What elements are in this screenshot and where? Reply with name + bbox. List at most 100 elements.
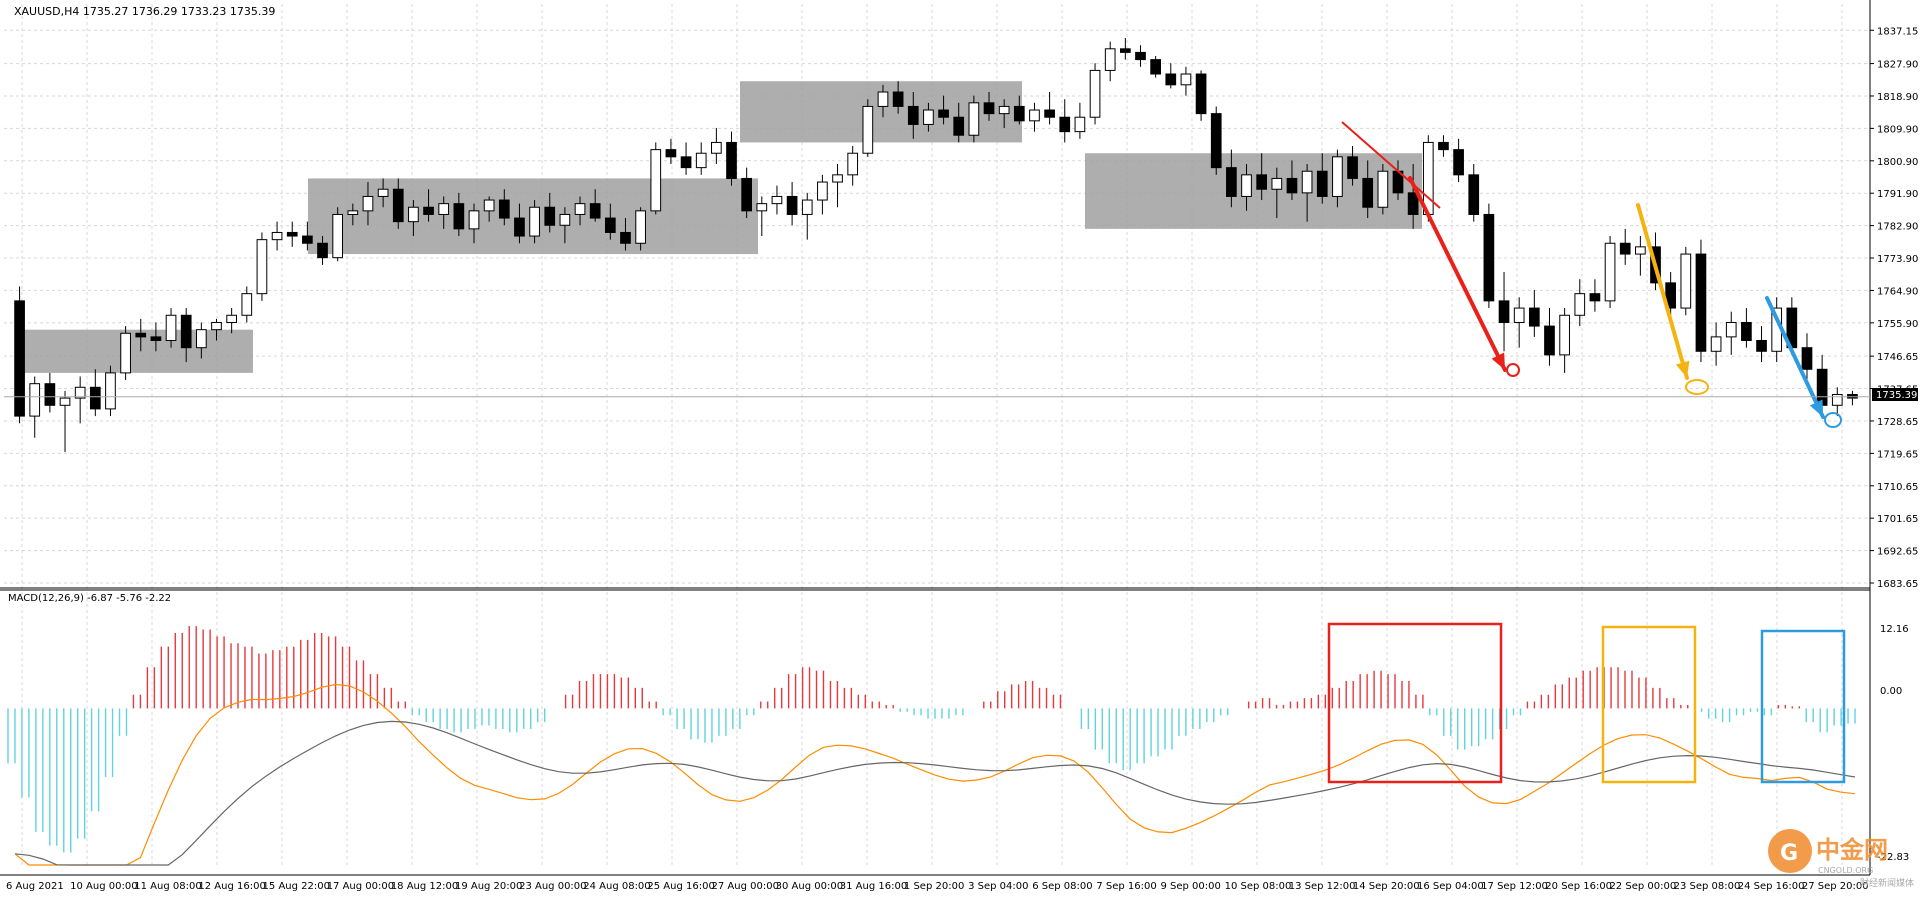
consolidation-zone [740, 81, 1022, 143]
candle-body [801, 199, 813, 215]
time-label: 9 Sep 00:00 [1160, 881, 1220, 892]
candle-body [559, 213, 571, 226]
candle-body [1301, 170, 1313, 194]
candle-body [195, 329, 207, 349]
candle-body [968, 102, 980, 136]
current-price-label: 1735.39 [1876, 390, 1917, 401]
candle-body [1741, 321, 1752, 341]
candle-body [1544, 325, 1555, 356]
time-label: 20 Sep 16:00 [1545, 881, 1612, 892]
candle-body [892, 91, 904, 107]
candle-body [1271, 177, 1283, 190]
price-tick-label: 1683.65 [1877, 579, 1918, 590]
red-arrow-head [1491, 352, 1505, 370]
candle-body [1226, 167, 1237, 197]
grid [4, 4, 1870, 868]
candle-body [1150, 59, 1161, 75]
candle-body [529, 206, 540, 237]
candle-body [620, 231, 631, 244]
price-tick-label: 1827.90 [1877, 60, 1918, 71]
candle-body [544, 206, 556, 226]
candle-body [135, 332, 147, 338]
time-label: 12 Aug 16:00 [198, 881, 265, 892]
price-tick-label: 1809.90 [1877, 124, 1918, 135]
watermark-logo: G 中金网 CNGOLD.ORG 财经新闻媒体 [1768, 829, 1914, 889]
candle-body [241, 293, 253, 316]
candle-body [347, 210, 359, 215]
time-label: 6 Aug 2021 [6, 881, 64, 892]
candle-body [468, 210, 480, 230]
price-tick-label: 1746.65 [1877, 352, 1918, 363]
candle-body [1029, 109, 1040, 122]
time-label: 31 Aug 16:00 [840, 881, 907, 892]
time-label: 17 Aug 00:00 [327, 881, 394, 892]
price-tick-label: 1782.90 [1877, 222, 1918, 233]
price-tick-label: 1837.15 [1877, 26, 1918, 37]
time-label: 27 Aug 00:00 [712, 881, 779, 892]
candle-body [423, 206, 434, 215]
macd-lines [14, 683, 1856, 866]
candle-body [1347, 156, 1358, 179]
candle-body [332, 213, 344, 259]
red-trend-thin [1341, 121, 1441, 209]
macd-label: MACD(12,26,9) -6.87 -5.76 -2.22 [8, 593, 171, 604]
candle-body [786, 195, 798, 215]
candle-body [847, 152, 859, 176]
time-label: 17 Sep 12:00 [1481, 881, 1548, 892]
time-label: 6 Sep 08:00 [1032, 881, 1092, 892]
red-arrow [1408, 176, 1507, 372]
candle-body [483, 199, 495, 212]
time-label: 24 Sep 16:00 [1738, 881, 1805, 892]
candle-body [877, 91, 889, 107]
candle-body [286, 231, 298, 237]
candle-body [862, 105, 874, 154]
candle-body [14, 300, 25, 417]
candle-body [1756, 339, 1767, 352]
price-tick-label: 1791.90 [1877, 189, 1918, 200]
candlesticks [14, 38, 1858, 453]
candle-body [1135, 51, 1146, 61]
candle-body [226, 314, 237, 323]
time-label: 1 Sep 20:00 [904, 881, 964, 892]
red-circle [1506, 363, 1520, 377]
time-label: 25 Aug 16:00 [647, 881, 714, 892]
candle-body [1483, 213, 1495, 302]
macd-axis-bottom: -22.83 [1877, 852, 1909, 863]
candle-body [74, 386, 86, 399]
time-label: 3 Sep 04:00 [968, 881, 1028, 892]
candle-body [1013, 105, 1025, 122]
price-tick-label: 1755.90 [1877, 319, 1918, 330]
candle-body [302, 235, 313, 244]
blue-box [1760, 629, 1846, 784]
logo-glyph: G [1780, 841, 1798, 866]
time-label: 30 Aug 00:00 [776, 881, 843, 892]
candle-body [453, 203, 465, 230]
time-label: 16 Sep 04:00 [1417, 881, 1484, 892]
logo-icon [1768, 829, 1812, 873]
candle-body [635, 210, 646, 244]
time-label: 15 Aug 22:00 [263, 881, 330, 892]
candle-body [1165, 73, 1177, 86]
candle-body [59, 397, 71, 406]
candle-body [105, 372, 116, 410]
candle-body [726, 141, 737, 179]
time-label: 19 Aug 20:00 [455, 881, 522, 892]
candle-body [1574, 293, 1586, 316]
price-tick-label: 1800.90 [1877, 157, 1918, 168]
price-tick-label: 1692.65 [1877, 547, 1918, 558]
candle-body [89, 386, 101, 410]
candle-body [362, 195, 374, 212]
candle-body [665, 149, 677, 158]
orange-box [1601, 625, 1697, 784]
signal-line [14, 720, 1856, 866]
price-tick-label: 1701.65 [1877, 514, 1918, 525]
candle-body [711, 141, 722, 154]
candle-body [1044, 109, 1055, 118]
candle-body [1468, 174, 1480, 215]
candle-body [650, 149, 662, 212]
price-tick-label: 1818.90 [1877, 92, 1918, 103]
logo-sub2: 财经新闻媒体 [1860, 877, 1914, 889]
time-label: 23 Aug 00:00 [519, 881, 586, 892]
candle-body [574, 203, 586, 215]
candle-body [1316, 170, 1328, 197]
